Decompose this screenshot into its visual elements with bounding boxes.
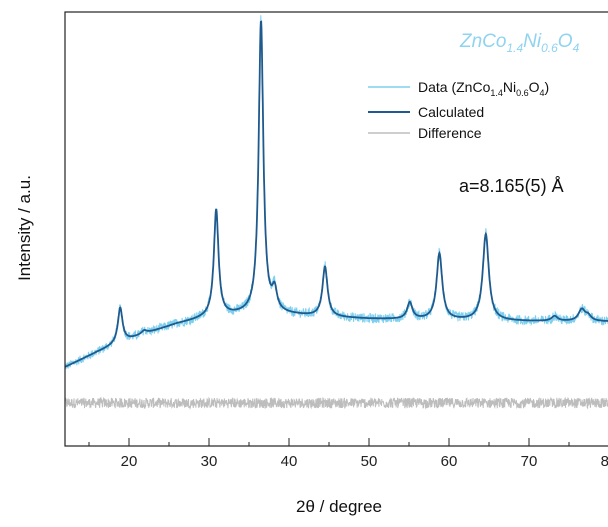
y-axis-title: Intensity / a.u. [15,175,34,281]
legend-label-data: Data (ZnCo1.4Ni0.6O4) [418,79,549,98]
x-tick-label: 20 [121,453,138,470]
x-tick-label: 60 [441,453,458,470]
legend: Data (ZnCo1.4Ni0.6O4) Calculated Differe… [368,79,549,141]
x-tick-label: 50 [361,453,378,470]
series-calculated-line [65,20,608,368]
x-axis-title: 2θ / degree [296,497,382,516]
plot-frame [64,11,608,447]
x-tick-label: 80 [601,453,608,470]
x-axis: 20 30 40 50 60 70 80 [88,438,608,470]
x-tick-label: 30 [201,453,218,470]
inset-title: ZnCo1.4Ni0.6O4 [459,31,580,55]
x-tick-label: 70 [521,453,538,470]
legend-label-calculated: Calculated [418,104,484,120]
series-difference-line [65,396,608,411]
lattice-parameter-annotation: a=8.165(5) Å [459,176,564,196]
plot-area [65,15,608,411]
x-tick-label: 40 [281,453,298,470]
legend-label-difference: Difference [418,125,482,141]
